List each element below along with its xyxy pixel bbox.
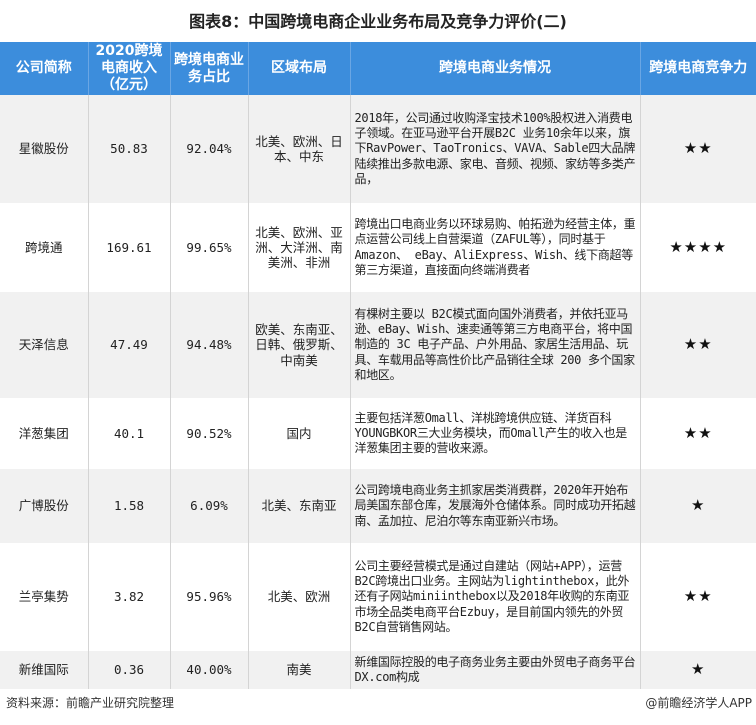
share-value: 99.65%: [186, 239, 232, 255]
header-business: 跨境电商业务情况: [350, 42, 641, 95]
table-row: 洋葱集团 40.1 90.52% 国内 主要包括洋葱Omall、洋桃跨境供应链、洋货百科…: [0, 398, 756, 469]
revenue-value: 3.82: [113, 589, 145, 605]
business-description: 公司主要经营模式是通过自建站（网站+APP），运营B2C跨境出口业务。主网站为l…: [354, 558, 630, 634]
rating-stars: ★★: [683, 335, 713, 354]
business-description: 公司跨境电商业务主抓家居类消费群，2020年开始布局美国东部仓库，发展海外仓储体…: [354, 483, 636, 528]
rating-stars: ★: [691, 496, 706, 515]
region-layout: 国内: [286, 425, 312, 441]
region-layout: 北美、东南亚: [261, 498, 337, 514]
revenue-value: 1.58: [113, 498, 145, 514]
share-value: 94.48%: [186, 337, 232, 353]
region-layout: 北美、欧洲: [267, 589, 331, 605]
rating-stars: ★★★★: [669, 237, 728, 256]
business-description: 跨境出口电商业务以环球易购、帕拓逊为经营主体，重点运营公司线上自营渠道（ZAFU…: [354, 216, 636, 277]
header-region: 区域布局: [248, 42, 351, 95]
share-value: 95.96%: [186, 589, 232, 605]
rating-stars: ★★: [683, 139, 713, 158]
company-name: 新维国际: [18, 662, 69, 678]
table-row: 兰亭集势 3.82 95.96% 北美、欧洲 公司主要经营模式是通过自建站（网站+APP…: [0, 543, 756, 651]
table-row: 跨境通 169.61 99.65% 北美、欧洲、亚洲、大洋洲、南美洲、非洲 跨境出口电商…: [0, 203, 756, 292]
business-description: 新维国际控股的电子商务业务主要由外贸电子商务平台DX.com构成: [354, 654, 636, 684]
table-row: 广博股份 1.58 6.09% 北美、东南亚 公司跨境电商业务主抓家居类消费群，2020…: [0, 469, 756, 543]
revenue-value: 40.1: [113, 425, 145, 441]
source-note: 资料来源：前瞻产业研究院整理: [6, 696, 175, 710]
revenue-value: 47.49: [110, 337, 148, 353]
table-row: 天泽信息 47.49 94.48% 欧美、东南亚、日韩、俄罗斯、中南美 有棵树主要以 B…: [0, 292, 756, 398]
header-company: 公司简称: [0, 42, 89, 95]
company-name: 广博股份: [18, 498, 69, 514]
share-value: 6.09%: [190, 498, 228, 514]
table-row: 新维国际 0.36 40.00% 南美 新维国际控股的电子商务业务主要由外贸电子商务平台…: [0, 651, 756, 689]
company-name: 洋葱集团: [18, 425, 69, 441]
share-value: 90.52%: [186, 425, 232, 441]
credit-note: @前瞻经济学人APP: [645, 696, 752, 710]
table-row: 星徽股份 50.83 92.04% 北美、欧洲、日本、中东 2018年，公司通过收购泽宝…: [0, 95, 756, 203]
header-share: 跨境电商业务占比: [170, 42, 249, 95]
business-description: 有棵树主要以 B2C模式面向国外消费者，并依托亚马逊、eBay、Wish、速卖通…: [354, 306, 636, 382]
share-value: 40.00%: [186, 662, 232, 678]
header-competitiveness: 跨境电商竞争力: [640, 42, 756, 95]
region-layout: 北美、欧洲、日本、中东: [255, 133, 343, 164]
rating-stars: ★★: [683, 423, 713, 442]
company-name: 天泽信息: [18, 337, 69, 353]
revenue-value: 50.83: [110, 141, 148, 157]
company-name: 跨境通: [24, 239, 63, 255]
business-description: 2018年，公司通过收购泽宝技术100%股权进入消费电子领域。在亚马逊平台开展B…: [354, 110, 636, 186]
company-table: 公司简称 2020跨境电商收入（亿元） 跨境电商业务占比 区域布局 跨境电商业务…: [0, 42, 756, 689]
company-name: 兰亭集势: [18, 589, 69, 605]
chart-title: 图表8：中国跨境电商企业业务布局及竞争力评价(二): [189, 12, 567, 31]
header-row: 公司简称 2020跨境电商收入（亿元） 跨境电商业务占比 区域布局 跨境电商业务…: [0, 42, 756, 95]
rating-stars: ★: [691, 660, 706, 679]
region-layout: 南美: [286, 662, 312, 678]
company-name: 星徽股份: [18, 141, 69, 157]
region-layout: 欧美、东南亚、日韩、俄罗斯、中南美: [255, 322, 343, 368]
share-value: 92.04%: [186, 141, 232, 157]
rating-stars: ★★: [683, 587, 713, 606]
business-description: 主要包括洋葱Omall、洋桃跨境供应链、洋货百科YOUNGBKOR三大业务模块，…: [354, 410, 628, 456]
revenue-value: 169.61: [106, 239, 152, 255]
region-layout: 北美、欧洲、亚洲、大洋洲、南美洲、非洲: [255, 224, 343, 271]
revenue-value: 0.36: [113, 662, 145, 678]
header-revenue: 2020跨境电商收入（亿元）: [88, 42, 171, 95]
